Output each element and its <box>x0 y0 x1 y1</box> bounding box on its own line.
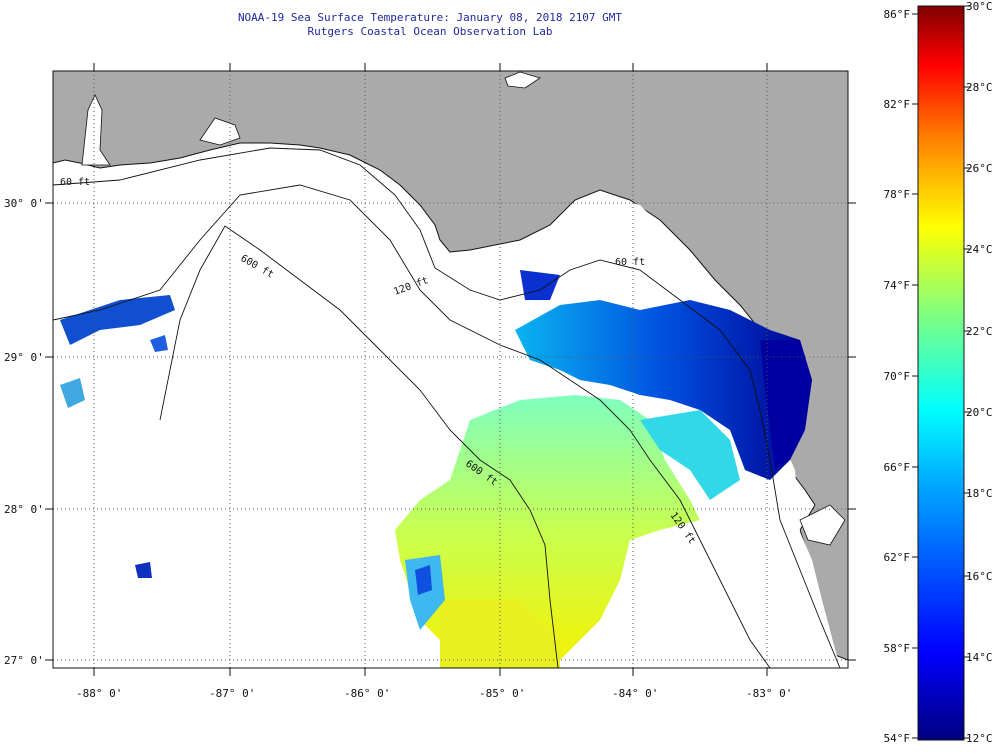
lat-label: 30° 0' <box>4 197 44 210</box>
colorbar-ticks <box>912 5 970 739</box>
lon-label: -86° 0' <box>344 687 390 700</box>
map-title: NOAA-19 Sea Surface Temperature: January… <box>237 11 623 24</box>
lon-label: -87° 0' <box>209 687 255 700</box>
colorbar-c-label: 24°C <box>966 243 993 256</box>
frame-ticks <box>45 63 856 676</box>
land-mass <box>53 71 848 661</box>
lat-label: 27° 0' <box>4 654 44 667</box>
colorbar-f-label: 74°F <box>883 279 911 292</box>
colorbar-f-label: 54°F <box>883 732 911 745</box>
graticule <box>53 71 848 668</box>
depth-contours <box>53 147 841 668</box>
colorbar-c-label: 12°C <box>966 732 993 745</box>
map-area <box>53 71 848 668</box>
colorbar-f-label: 86°F <box>883 8 911 21</box>
colorbar-c-label: 28°C <box>966 81 993 94</box>
colorbar <box>917 5 965 741</box>
lat-label: 29° 0' <box>4 351 44 364</box>
lon-label: -83° 0' <box>746 687 792 700</box>
colorbar-c-label: 30°C <box>966 0 993 13</box>
colorbar-c-label: 14°C <box>966 651 993 664</box>
colorbar-c-label: 26°C <box>966 162 993 175</box>
lon-label: -88° 0' <box>76 687 122 700</box>
colorbar-f-label: 78°F <box>883 188 911 201</box>
colorbar-f-label: 82°F <box>883 98 911 111</box>
map-subtitle: Rutgers Coastal Ocean Observation Lab <box>307 25 553 38</box>
contour-label: 60 ft <box>60 177 90 188</box>
contour-label: 60 ft <box>615 257 645 268</box>
lat-label: 28° 0' <box>4 503 44 516</box>
colorbar-f-label: 58°F <box>883 642 911 655</box>
colorbar-f-label: 66°F <box>883 461 911 474</box>
colorbar-f-label: 62°F <box>883 551 911 564</box>
colorbar-c-label: 20°C <box>966 406 993 419</box>
lon-label: -85° 0' <box>479 687 525 700</box>
colorbar-c-label: 18°C <box>966 487 993 500</box>
colorbar-f-label: 70°F <box>883 370 911 383</box>
colorbar-c-label: 22°C <box>966 325 993 338</box>
colorbar-c-label: 16°C <box>966 570 993 583</box>
lon-label: -84° 0' <box>612 687 658 700</box>
